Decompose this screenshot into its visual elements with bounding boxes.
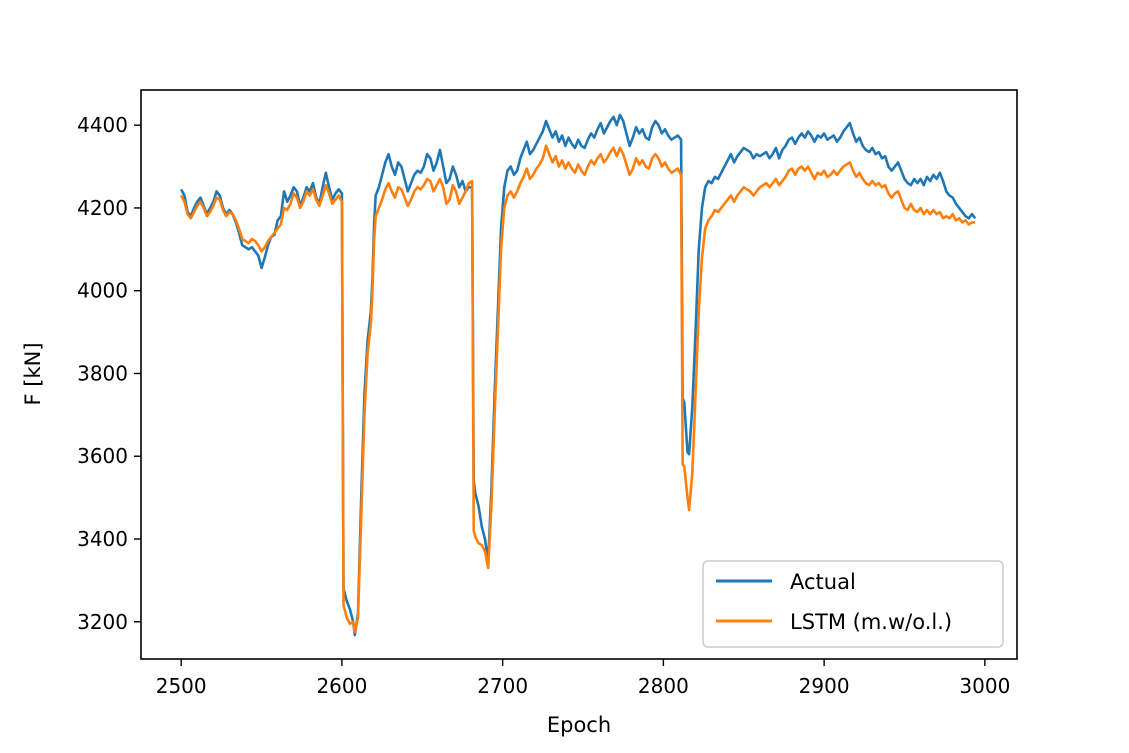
x-axis: 2500 2600 2700 2800 2900 3000 [156, 659, 1010, 698]
y-tick-label: 4400 [77, 113, 128, 137]
plot-frame [140, 89, 1018, 660]
legend-label-lstm: LSTM (m.w/o.l.) [790, 610, 952, 634]
y-tick-label: 4200 [77, 196, 128, 220]
legend-label-actual: Actual [790, 570, 856, 594]
x-tick-label: 2500 [156, 674, 207, 698]
y-tick-label: 3800 [77, 361, 128, 385]
y-axis: 3200 3400 3600 3800 4000 4200 4400 [77, 113, 141, 634]
x-tick-label: 3000 [959, 674, 1010, 698]
x-tick-label: 2900 [799, 674, 850, 698]
series-line-lstm [180, 144, 976, 634]
x-tick-label: 2700 [477, 674, 528, 698]
y-axis-label: F [kN] [21, 342, 45, 405]
y-tick-label: 3200 [77, 610, 128, 634]
y-tick-label: 4000 [77, 279, 128, 303]
legend: Actual LSTM (m.w/o.l.) [702, 560, 1004, 648]
y-tick-label: 3400 [77, 527, 128, 551]
x-tick-label: 2800 [638, 674, 689, 698]
series-layer [180, 113, 977, 637]
y-tick-label: 3600 [77, 444, 128, 468]
x-tick-label: 2600 [316, 674, 367, 698]
legend-box [702, 560, 1004, 648]
x-axis-label: Epoch [547, 713, 611, 737]
